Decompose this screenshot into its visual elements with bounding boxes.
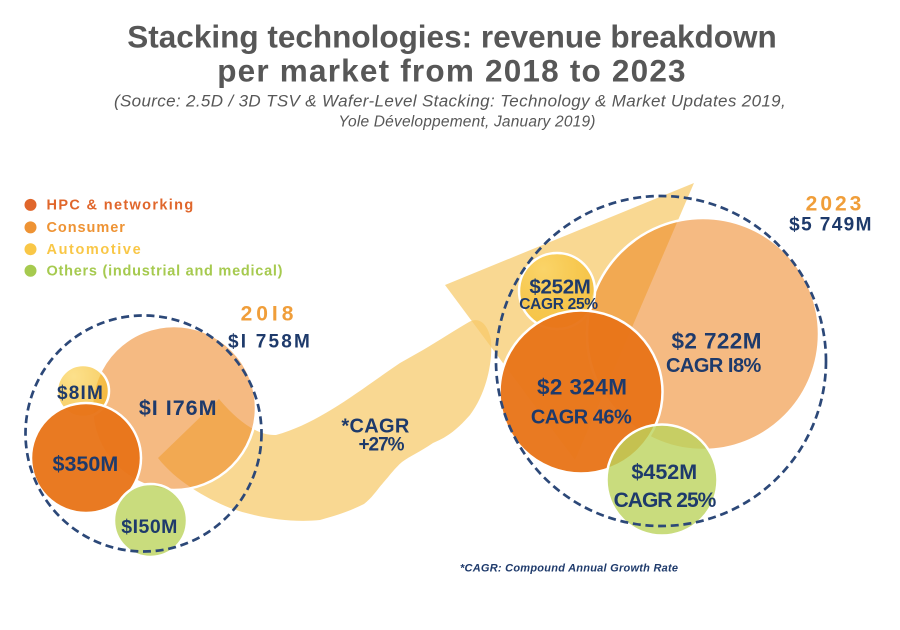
svg-text:Consumer: Consumer (47, 220, 126, 236)
svg-text:+27%: +27% (358, 435, 404, 456)
svg-text:CAGR I8%: CAGR I8% (666, 355, 762, 377)
svg-text:2023: 2023 (806, 192, 865, 215)
svg-text:(Source: 2.5D / 3D TSV & Wafer: (Source: 2.5D / 3D TSV & Wafer-Level Sta… (114, 92, 786, 111)
svg-text:CAGR 25%: CAGR 25% (519, 296, 598, 313)
svg-text:$2 722M: $2 722M (672, 329, 762, 354)
svg-text:$8IM: $8IM (57, 383, 104, 404)
svg-text:20I8: 20I8 (241, 303, 298, 326)
svg-text:$5 749M: $5 749M (789, 215, 873, 236)
svg-text:*CAGR: *CAGR (341, 415, 409, 437)
svg-text:per market from 2018 to 2023: per market from 2018 to 2023 (217, 53, 687, 89)
svg-text:*CAGR: Compound Annual Growth: *CAGR: Compound Annual Growth Rate (460, 562, 678, 574)
svg-text:$I 758M: $I 758M (228, 332, 312, 353)
svg-text:$2 324M: $2 324M (537, 374, 627, 399)
svg-text:CAGR 46%: CAGR 46% (531, 406, 632, 428)
svg-text:Others (industrial and medical: Others (industrial and medical) (47, 263, 284, 279)
svg-text:$452M: $452M (631, 460, 697, 484)
svg-text:HPC & networking: HPC & networking (47, 198, 195, 214)
svg-text:Stacking technologies: revenue: Stacking technologies: revenue breakdown (127, 19, 776, 55)
svg-text:Yole Développement, January 20: Yole Développement, January 2019) (338, 114, 595, 131)
svg-text:$350M: $350M (53, 452, 119, 476)
svg-text:Automotive: Automotive (47, 242, 143, 258)
svg-text:$I I76M: $I I76M (139, 396, 218, 420)
svg-text:CAGR 25%: CAGR 25% (614, 489, 717, 512)
svg-text:$I50M: $I50M (121, 516, 178, 538)
svg-text:$252M: $252M (529, 276, 590, 299)
